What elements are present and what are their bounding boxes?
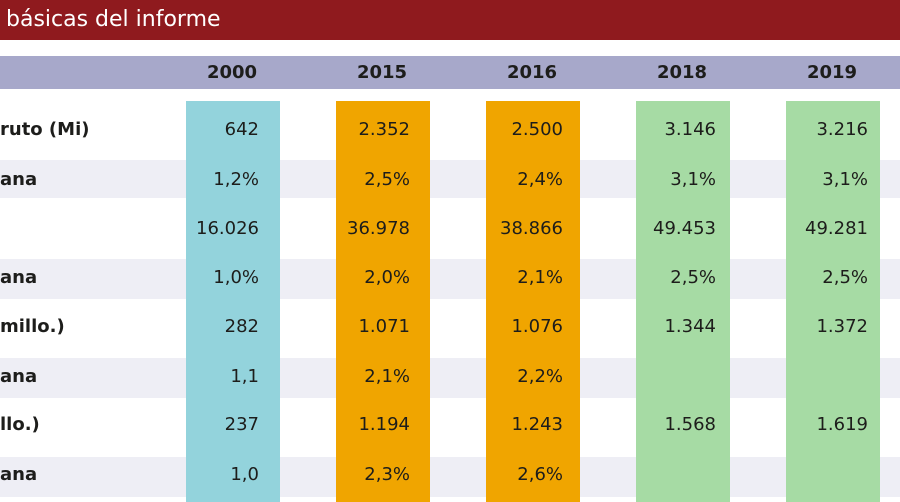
table-cell: 2,5% [822,267,868,288]
table-cell: 3,1% [822,169,868,190]
row-label: ana [0,169,38,190]
table-cell: 2.500 [511,119,563,140]
table-cell: 1.071 [358,316,410,337]
title-bar: básicas del informe [0,0,900,40]
column-bg-2018 [636,101,730,502]
table-cell [768,362,868,392]
column-bg-2015 [336,101,430,502]
table-cell: 2,1% [364,366,410,387]
row-label: millo.) [0,316,65,337]
table-cell: 1.243 [511,414,563,435]
row-label: ana [0,267,38,288]
row-label: ana [0,366,38,387]
table-cell: 3.146 [664,119,716,140]
table-cell: 2.352 [358,119,410,140]
table-title: básicas del informe [6,7,221,32]
table-cell: 1,1 [230,366,259,387]
row-stripe [0,358,900,398]
row-stripe [0,457,900,497]
table-cell [616,362,716,392]
header-row: 2000 2015 2016 2018 2019 [0,56,900,89]
row-label: ruto (Mi) [0,119,90,140]
table-cell: 36.978 [347,218,410,239]
header-2000: 2000 [206,62,258,83]
table-cell: 2,2% [517,366,563,387]
header-2018: 2018 [656,62,708,83]
table-cell: 2,5% [364,169,410,190]
table-cell [768,460,868,490]
table-cell: 2,6% [517,464,563,485]
table-cell: 38.866 [500,218,563,239]
table-cell: 1,0 [230,464,259,485]
table-cell: 3,1% [670,169,716,190]
table-cell: 1.076 [511,316,563,337]
header-2019: 2019 [806,62,858,83]
table-cell: 2,4% [517,169,563,190]
row-label: ana [0,464,38,485]
table-cell: 16.026 [196,218,259,239]
table-cell: 237 [224,414,259,435]
row-stripe [0,160,900,198]
table-cell: 1.344 [664,316,716,337]
table-cell: 49.281 [805,218,868,239]
header-2016: 2016 [506,62,558,83]
header-2015: 2015 [356,62,408,83]
table-cell: 1.619 [816,414,868,435]
table-cell: 49.453 [653,218,716,239]
column-bg-2019 [786,101,880,502]
table-cell: 642 [224,119,259,140]
table-cell: 282 [224,316,259,337]
table-cell: 2,3% [364,464,410,485]
row-label: llo.) [0,414,40,435]
table-cell: 1.568 [664,414,716,435]
row-stripe [0,259,900,299]
column-bg-2016 [486,101,580,502]
column-bg-2000 [186,101,280,502]
table-cell [616,460,716,490]
table-cell: 1,2% [213,169,259,190]
table-cell: 2,1% [517,267,563,288]
table-cell: 3.216 [816,119,868,140]
table-cell: 2,0% [364,267,410,288]
table-cell: 1.194 [358,414,410,435]
table-cell: 1,0% [213,267,259,288]
table-cell: 2,5% [670,267,716,288]
table-cell: 1.372 [816,316,868,337]
